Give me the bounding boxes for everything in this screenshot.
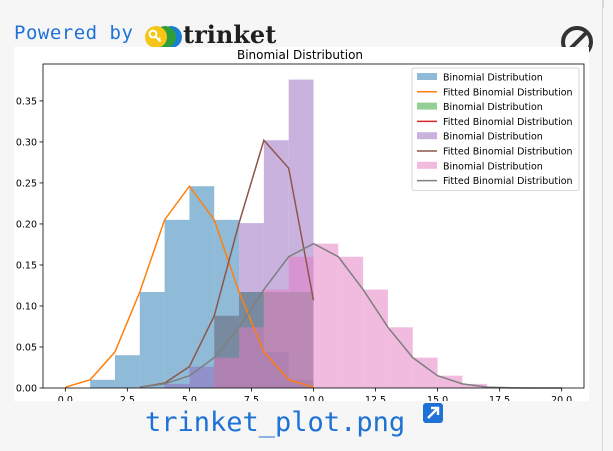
legend: Binomial Distribution Fitted Binomial Dis… — [411, 67, 580, 191]
hist-2-bar-0 — [164, 383, 190, 388]
trinket-logo-icon — [145, 26, 182, 48]
x-tick-label: 15.0 — [427, 395, 448, 401]
legend-label: Fitted Binomial Distribution — [443, 147, 573, 158]
x-tick-label: 2.5 — [120, 395, 135, 401]
y-tick-label: 0.10 — [16, 301, 37, 312]
hist-0-bar-3 — [164, 219, 190, 388]
filename-link[interactable]: trinket_plot.png — [145, 407, 406, 438]
hist-0-bar-1 — [114, 355, 140, 388]
y-tick-label: 0.25 — [16, 178, 37, 189]
legend-label: Binomial Distribution — [443, 161, 543, 172]
legend-swatch — [417, 102, 437, 110]
hist-0-bar-0 — [90, 379, 115, 388]
x-tick-label: 5.0 — [182, 395, 197, 401]
y-tick-label: 0.20 — [16, 219, 37, 230]
y-tick-label: 0.05 — [16, 342, 37, 353]
hist-3-bar-0 — [214, 357, 240, 388]
binomial-chart: Binomial Distribution 0.0 2.5 5.0 7.5 10.0 12… — [14, 47, 589, 401]
hist-3-bar-2 — [263, 289, 289, 388]
legend-label: Binomial Distribution — [443, 73, 543, 84]
fitted-line-1 — [139, 138, 315, 388]
hist-3-bar-4 — [313, 243, 339, 388]
y-tick-label: 0.30 — [16, 137, 37, 148]
legend-swatch — [417, 73, 437, 80]
legend-label: Fitted Binomial Distribution — [443, 87, 573, 98]
external-link-icon[interactable] — [422, 402, 444, 424]
y-tick-label: 0.15 — [16, 260, 37, 271]
powered-by-label: Powered by — [14, 22, 134, 44]
hist-3-bar-6 — [363, 289, 388, 388]
y-tick-label: 0.35 — [16, 96, 37, 107]
hist-2-bar-1 — [189, 366, 215, 388]
legend-box — [411, 67, 580, 191]
axes: 0.0 2.5 5.0 7.5 10.0 12.5 15.0 17.5 20.0 0.00 0.05… — [16, 63, 585, 401]
legend-label: Binomial Distribution — [443, 102, 543, 113]
window-top-border — [0, 0, 604, 8]
fitted-lines — [65, 138, 562, 389]
legend-swatch — [417, 161, 437, 169]
legend-label: Fitted Binomial Distribution — [443, 176, 573, 187]
x-tick-label: 17.5 — [489, 395, 510, 401]
legend-label: Binomial Distribution — [443, 132, 543, 143]
hist-3-bar-9 — [437, 375, 463, 388]
hist-3-bar-5 — [338, 256, 364, 388]
x-tick-label: 12.5 — [365, 395, 386, 401]
hist-0-bar-4 — [189, 186, 215, 388]
hist-3-bar-7 — [387, 327, 413, 388]
right-border — [602, 0, 603, 451]
hist-0-bar-2 — [139, 292, 165, 388]
chart-title: Binomial Distribution — [237, 48, 363, 62]
fitted-line-2 — [139, 242, 562, 389]
legend-swatch — [417, 132, 437, 140]
x-tick-label: 10.0 — [303, 395, 324, 401]
hist-3-bar-1 — [239, 327, 264, 388]
fitted-line-0 — [65, 184, 314, 388]
x-tick-label: 0.0 — [58, 395, 73, 401]
brand-name: trinket — [183, 20, 277, 49]
x-tick-label: 20.0 — [551, 395, 572, 401]
legend-label: Fitted Binomial Distribution — [443, 117, 573, 128]
y-tick-label: 0.00 — [16, 384, 37, 395]
x-tick-label: 7.5 — [244, 395, 259, 401]
